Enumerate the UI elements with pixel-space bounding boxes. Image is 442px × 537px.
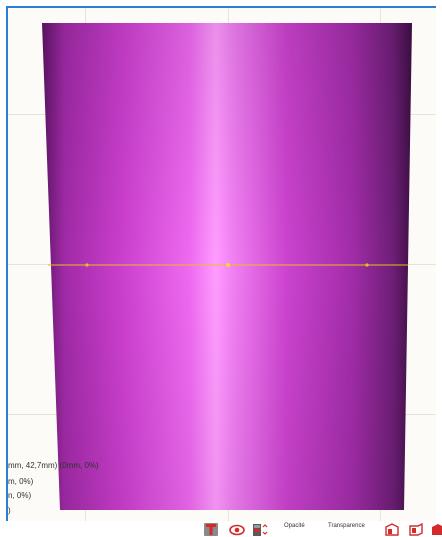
layer-stack-icon [253,524,268,536]
section-point[interactable] [365,263,369,267]
cylinder-model[interactable] [8,8,436,521]
coordinate-readout: ) [8,506,11,515]
eye-icon [229,524,245,536]
3d-viewport[interactable]: mm, 42,7mm) (0mm, 0%) m, 0%) n, 0%) ) [6,6,436,521]
coordinate-readout: mm, 42,7mm) (0mm, 0%) [8,461,99,470]
front-view-button[interactable] [384,522,400,537]
transparency-label: Transparence [328,523,365,529]
cube-side-icon [409,522,423,536]
coordinate-readout: m, 0%) [8,477,34,486]
section-point[interactable] [85,263,89,267]
opacity-label: Opacité [284,523,305,529]
coordinate-readout: n, 0%) [8,491,32,500]
bottom-toolbar: Opacité Transparence [190,521,442,537]
side-view-button[interactable] [408,522,424,537]
layer-color-button[interactable] [252,522,268,537]
text-t-icon [204,523,218,536]
cube-front-icon [385,523,399,536]
top-view-button[interactable] [430,522,442,537]
visibility-button[interactable] [229,522,245,537]
text-tool-button[interactable] [203,522,219,537]
section-center-point[interactable] [226,263,230,267]
cube-top-icon [432,524,442,535]
